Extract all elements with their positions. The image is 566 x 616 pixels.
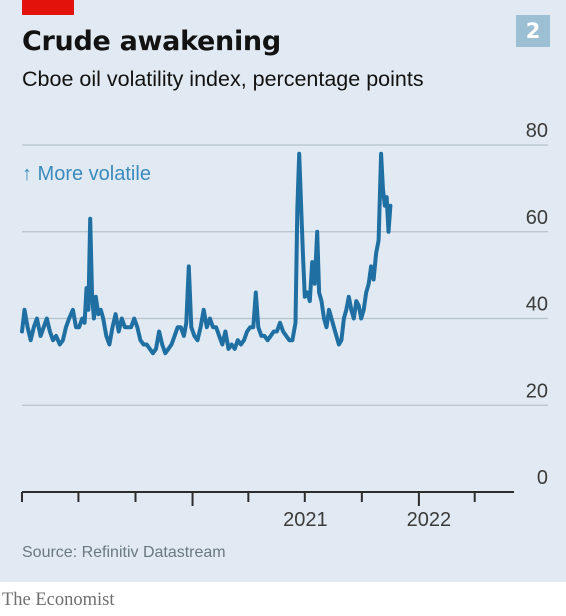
more-volatile-annotation: ↑ More volatile [22,163,151,185]
series [20,151,393,356]
x-tick-labels: 2021 2022 [283,509,451,531]
y-tick-label-40: 40 [526,294,548,316]
y-tick-label-60: 60 [526,207,548,229]
x-ticks [21,492,476,506]
source-note: Source: Refinitiv Datastream [22,544,226,561]
x-tick-label-2022: 2022 [407,509,452,531]
brand-red-tag [22,0,74,15]
chart-subtitle: Cboe oil volatility index, percentage po… [22,67,424,91]
y-tick-label-0: 0 [537,467,548,489]
line-chart: 0 20 40 60 80 ↑ More volatile 2021 2022 [20,120,548,531]
y-tick-labels: 0 20 40 60 80 [526,120,548,489]
y-tick-label-20: 20 [526,380,548,402]
chart-number-badge: 2 [516,15,550,47]
series-line-0 [20,151,393,356]
gridlines [22,144,548,406]
chart-title: Crude awakening [22,26,281,57]
y-tick-label-80: 80 [526,120,548,142]
chart-panel [0,0,566,582]
publisher-brand: The Economist [2,590,115,610]
x-tick-label-2021: 2021 [283,509,328,531]
